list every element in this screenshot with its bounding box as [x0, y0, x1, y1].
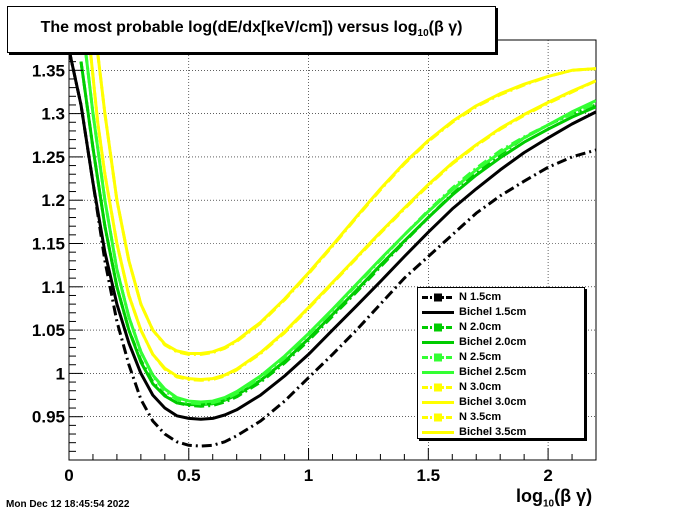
legend-entry: Bichel 2.5cm [418, 365, 584, 380]
legend-entry: N 2.5cm [418, 350, 584, 365]
legend-entry: Bichel 3.0cm [418, 395, 584, 410]
legend-label: N 2.0cm [459, 321, 502, 333]
legend-swatch [422, 371, 454, 374]
legend-entry: N 3.0cm [418, 380, 584, 395]
x-tick-label: 2 [543, 466, 552, 485]
y-tick-label: 1 [56, 364, 65, 383]
legend-entry: N 3.5cm [418, 410, 584, 425]
series-line-n-1-5cm [69, 49, 596, 448]
x-tick-label: 1 [304, 466, 313, 485]
legend-label: Bichel 3.5cm [459, 426, 527, 438]
legend-swatch [422, 383, 454, 392]
x-axis-title-main: log [516, 486, 543, 506]
timestamp: Mon Dec 12 18:45:54 2022 [6, 499, 130, 510]
chart-title-tail: (β γ) [428, 19, 463, 36]
series-lines [69, 49, 596, 448]
chart-title: The most probable log(dE/dx[keV/cm]) ver… [8, 19, 495, 39]
legend-label: Bichel 2.5cm [459, 366, 527, 378]
y-tick-label: 1.05 [32, 321, 65, 340]
y-tick-label: 1.3 [41, 105, 65, 124]
x-tick-label: 0 [64, 466, 73, 485]
legend-entry: N 1.5cm [418, 290, 584, 305]
legend-swatch [422, 413, 454, 422]
legend-entry: Bichel 3.5cm [418, 425, 584, 440]
grid-lines [69, 40, 596, 460]
y-tick-label: 1.1 [41, 278, 65, 297]
legend-swatch [422, 431, 454, 434]
legend: N 1.5cm Bichel 1.5cm N 2.0cm Bichel 2.0cm N … [417, 287, 585, 439]
legend-entry: N 2.0cm [418, 320, 584, 335]
x-axis-title-tail: (β γ) [554, 486, 593, 506]
series-line-bichel-3-5cm [96, 52, 596, 355]
chart-title-box: The most probable log(dE/dx[keV/cm]) ver… [7, 6, 496, 53]
legend-label: N 2.5cm [459, 351, 502, 363]
legend-label: N 1.5cm [459, 291, 502, 303]
legend-label: N 3.0cm [459, 381, 502, 393]
legend-swatch [422, 293, 454, 302]
series-line-bichel-2-0cm [79, 61, 596, 407]
legend-entry: Bichel 1.5cm [418, 305, 584, 320]
legend-swatch [422, 311, 454, 314]
legend-label: Bichel 2.0cm [459, 336, 527, 348]
axes: 0 0.5 1 1.5 2 0.95 1 1.05 1.1 1.15 1.2 1.25 1.3 1.35 [32, 43, 597, 485]
x-tick-label: 1.5 [416, 466, 440, 485]
series-line-bichel-2-5cm [84, 52, 596, 404]
x-axis-title: log10(β γ) [516, 486, 592, 510]
y-tick-label: 0.95 [32, 408, 65, 427]
legend-label: Bichel 3.0cm [459, 396, 527, 408]
legend-swatch [422, 353, 454, 362]
y-tick-label: 1.2 [41, 191, 65, 210]
legend-entry: Bichel 2.0cm [418, 335, 584, 350]
series-line-bichel-3-0cm [89, 52, 596, 381]
y-tick-label: 1.35 [32, 61, 65, 80]
legend-swatch [422, 323, 454, 332]
x-axis-title-subscript: 10 [543, 498, 555, 510]
chart-title-subscript: 10 [417, 28, 429, 40]
y-tick-label: 1.25 [32, 148, 65, 167]
x-tick-label: 0.5 [177, 466, 201, 485]
legend-swatch [422, 341, 454, 344]
y-tick-label: 1.15 [32, 235, 65, 254]
series-line-bichel-1-5cm [69, 49, 596, 421]
legend-label: Bichel 1.5cm [459, 306, 527, 318]
chart-title-main: The most probable log(dE/dx[keV/cm]) ver… [40, 19, 418, 36]
legend-swatch [422, 401, 454, 404]
legend-label: N 3.5cm [459, 411, 502, 423]
